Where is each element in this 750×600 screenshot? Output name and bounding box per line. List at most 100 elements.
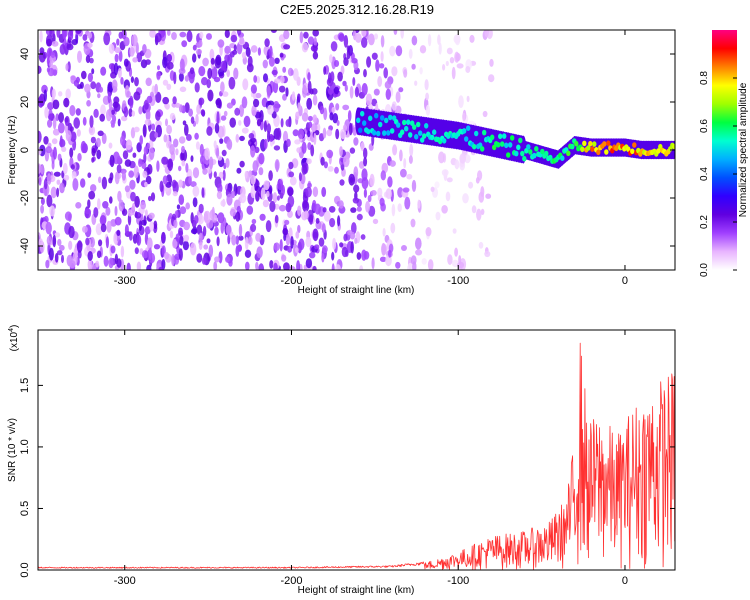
noise-cell (363, 188, 367, 198)
noise-cell (248, 133, 255, 139)
noise-cell (296, 147, 302, 154)
noise-cell (482, 110, 488, 118)
noise-cell (419, 45, 427, 54)
noise-cell (95, 223, 103, 236)
noise-cell (148, 212, 155, 219)
noise-cell (48, 247, 54, 261)
signal-cell (362, 120, 367, 126)
noise-cell (145, 59, 151, 65)
noise-cell (213, 76, 221, 83)
noise-cell (247, 55, 253, 67)
noise-cell (173, 219, 178, 229)
noise-cell (239, 36, 245, 45)
signal-cell (532, 152, 537, 159)
noise-cell (109, 154, 115, 168)
noise-cell (329, 217, 336, 228)
noise-cell (283, 44, 291, 50)
noise-cell (150, 192, 156, 202)
noise-cell (241, 96, 248, 109)
noise-cell (99, 113, 105, 122)
noise-cell (215, 97, 222, 109)
noise-cell (85, 55, 91, 64)
noise-cell (179, 86, 187, 93)
noise-cell (181, 145, 185, 154)
noise-cell (403, 69, 408, 78)
noise-cell (167, 158, 174, 171)
noise-cell (179, 58, 185, 71)
noise-cell (70, 164, 75, 170)
noise-cell (360, 142, 365, 152)
spectrogram-y-tick-label: 0 (19, 147, 31, 153)
noise-cell (230, 34, 238, 43)
noise-cell (403, 158, 407, 169)
noise-cell (52, 117, 57, 130)
noise-cell (262, 59, 268, 69)
noise-cell (282, 228, 289, 236)
noise-cell (319, 105, 325, 115)
noise-cell (201, 187, 205, 198)
noise-cell (203, 244, 209, 250)
noise-cell (176, 204, 181, 210)
noise-cell (89, 115, 94, 128)
noise-cell (38, 51, 46, 63)
noise-cell (184, 102, 190, 113)
noise-cell (366, 56, 372, 68)
noise-cell (233, 44, 237, 52)
noise-cell (302, 84, 307, 98)
snr-series-line (38, 342, 675, 570)
noise-cell (166, 61, 174, 70)
noise-cell (214, 122, 220, 134)
noise-cell (113, 233, 118, 245)
noise-cell (82, 116, 87, 126)
noise-cell (149, 221, 155, 232)
noise-cell (238, 223, 243, 237)
noise-cell (471, 205, 477, 214)
noise-cell (117, 67, 122, 79)
noise-cell (80, 178, 86, 188)
noise-cell (323, 107, 328, 121)
noise-cell (246, 63, 254, 73)
noise-cell (68, 240, 73, 250)
noise-cell (244, 249, 252, 258)
noise-cell (84, 83, 91, 93)
noise-cell (379, 256, 387, 262)
noise-cell (411, 35, 418, 46)
noise-cell (70, 75, 76, 81)
colorbar-tick-label: 0.2 (699, 215, 710, 229)
noise-cell (171, 253, 175, 266)
noise-cell (390, 222, 396, 234)
noise-cell (235, 133, 240, 143)
noise-cell (371, 257, 375, 270)
noise-cell (438, 151, 445, 164)
noise-cell (295, 231, 300, 239)
signal-cell (574, 140, 579, 147)
noise-cell (114, 216, 122, 226)
noise-cell (282, 66, 287, 73)
signal-cell (604, 149, 609, 155)
noise-cell (118, 31, 123, 39)
noise-cell (51, 40, 59, 47)
noise-cell (452, 228, 457, 234)
noise-cell (338, 200, 344, 209)
noise-cell (272, 101, 280, 113)
noise-cell (103, 255, 109, 267)
noise-cell (165, 118, 168, 127)
noise-cell (349, 147, 356, 154)
noise-cell (301, 112, 309, 122)
noise-cell (458, 95, 464, 108)
noise-cell (66, 43, 74, 51)
noise-cell (53, 171, 61, 177)
noise-cell (239, 135, 245, 142)
noise-cell (116, 229, 121, 236)
noise-cell (329, 54, 333, 63)
noise-cell (435, 211, 441, 221)
noise-cell (102, 201, 109, 209)
noise-cell (389, 45, 396, 57)
noise-cell (224, 45, 231, 55)
noise-cell (266, 190, 270, 198)
noise-cell (186, 30, 193, 43)
signal-cell (498, 133, 503, 140)
noise-cell (186, 134, 192, 141)
noise-cell (88, 125, 96, 136)
snr-y-axis-label: SNR (10 * v/v) (7, 418, 18, 482)
